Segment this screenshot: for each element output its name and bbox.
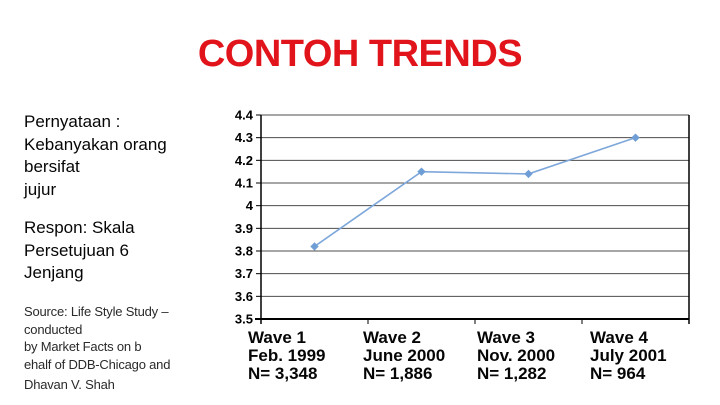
response-line: Respon: Skala [24,218,135,237]
statement-text: Pernyataan : Kebanyakan orang bersifat j… [24,111,219,201]
x-category-label-line: N= 964 [590,364,646,383]
source-line: conducted [24,321,83,337]
source-line: Dhavan V. Shah [24,377,115,392]
x-category-label-line: July 2001 [590,346,667,365]
x-category-label-line: Wave 1 [248,328,306,347]
x-category-label: Wave 4 July 2001 N= 964 [590,329,667,383]
response-line: Persetujuan 6 [24,240,129,260]
data-point-marker [524,169,533,179]
source-line: by Market Facts on b [24,339,142,354]
trend-line [314,136,636,248]
x-category-label-line: Wave 4 [590,328,648,347]
data-point-marker [631,133,640,142]
y-tick-label: 4.2 [235,153,253,168]
statement-line: bersifat [24,157,80,176]
response-line: Jenjang [24,263,84,282]
y-tick-label: 4 [246,198,254,213]
data-point-marker [417,167,426,176]
x-category-label-line: N= 3,348 [248,364,318,383]
y-tick-label: 3.6 [235,289,253,304]
statement-line: jujur [24,179,57,199]
x-category-label: Wave 3 Nov. 2000 N= 1,282 [477,329,555,383]
x-category-label-line: Nov. 2000 [477,346,556,365]
y-tick-label: 3.5 [235,312,253,327]
x-category-label-line: N= 1,886 [363,364,433,383]
response-scale-text: Respon: Skala Persetujuan 6 Jenjang [24,217,219,285]
data-point-marker [310,242,319,251]
x-category-label-line: June 2000 [363,346,446,365]
x-category-label-line: Wave 2 [363,328,421,347]
y-tick-label: 4.3 [235,130,253,145]
y-tick-label: 3.9 [235,221,253,236]
source-citation: Source: Life Style Study – conducted by … [24,303,234,394]
y-tick-label: 4.1 [235,176,253,191]
statement-line: Kebanyakan orang [24,134,167,154]
trend-chart-plot: 4.4 4.3 4.2 4.1 4 3.9 3.8 3.7 3.6 3.5 [235,108,690,327]
source-line: ehalf of DDB-Chicago and [24,356,171,372]
statement-line: Pernyataan : [24,112,121,131]
y-tick-label: 3.7 [235,266,253,281]
x-category-label: Wave 2 June 2000 N= 1,886 [363,329,445,383]
page-title: CONTOH TRENDS [197,33,523,75]
x-category-label-line: Wave 3 [477,328,535,347]
y-tick-label: 3.8 [235,244,253,259]
x-category-label-line: Feb. 1999 [248,346,326,365]
trend-chart: 4.4 4.3 4.2 4.1 4 3.9 3.8 3.7 3.6 3.5 Wave 1 Feb. … [220,100,720,405]
x-category-label-line: N= 1,282 [477,364,547,383]
source-line: Source: Life Style Study – [24,304,169,319]
y-tick-label: 4.4 [235,108,254,123]
x-category-label: Wave 1 Feb. 1999 N= 3,348 [248,329,326,383]
